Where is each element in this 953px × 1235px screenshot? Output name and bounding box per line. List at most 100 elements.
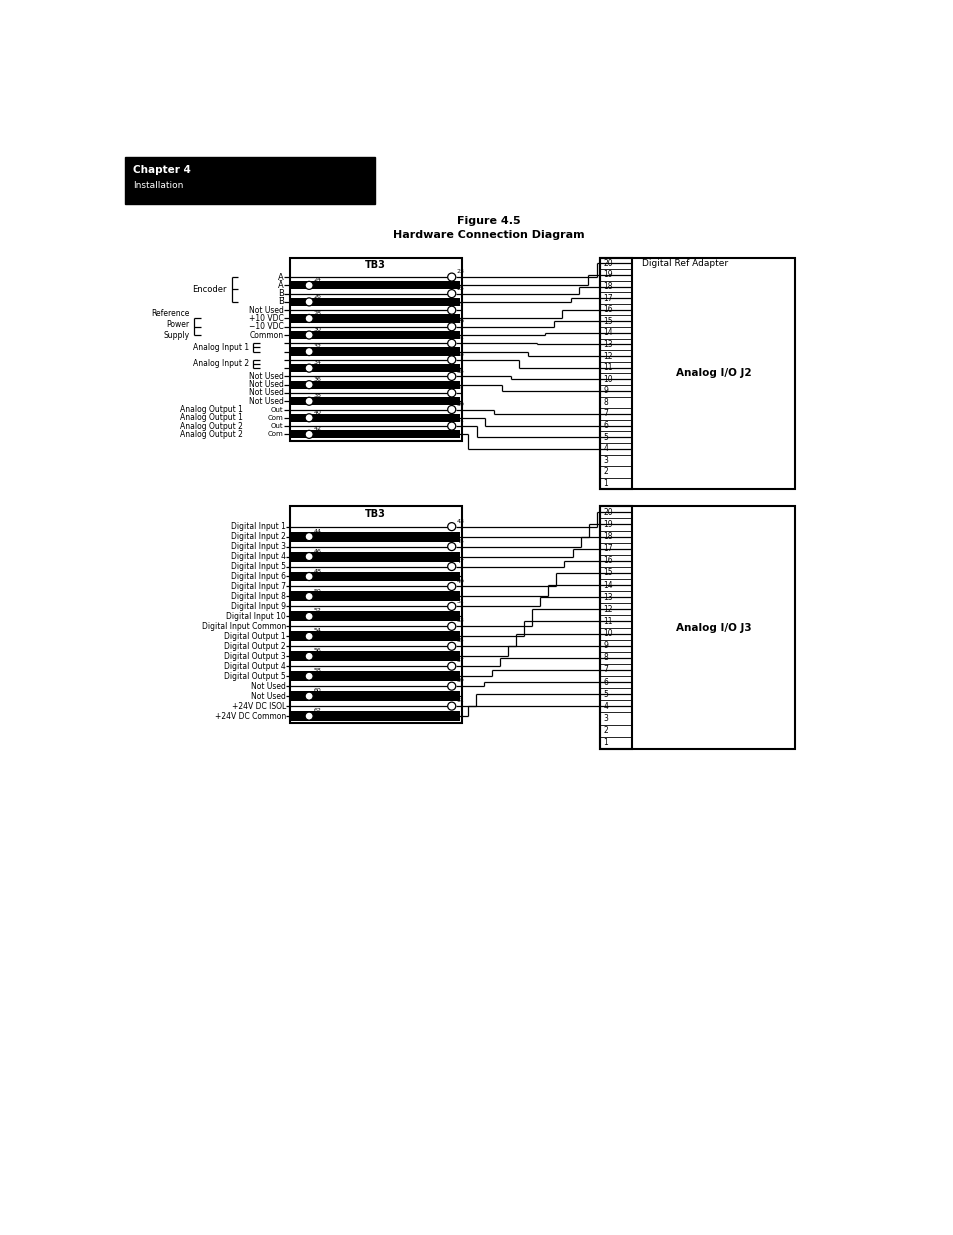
Text: 49: 49 [456, 578, 464, 584]
Text: 27: 27 [456, 303, 464, 308]
Text: 57: 57 [456, 658, 464, 663]
Bar [291, 531, 459, 542]
Text: Digital Input 7: Digital Input 7 [231, 582, 286, 592]
Text: 41: 41 [456, 419, 464, 424]
Bar [291, 692, 459, 701]
Text: 19: 19 [603, 270, 613, 279]
Text: 9: 9 [603, 641, 608, 650]
Text: Not Used: Not Used [249, 396, 283, 406]
Text: 13: 13 [603, 593, 613, 601]
Bar [291, 331, 459, 340]
Bar [291, 430, 459, 438]
Text: 16: 16 [603, 556, 613, 566]
Text: 18: 18 [603, 282, 613, 291]
Circle shape [447, 306, 456, 314]
Text: 1: 1 [603, 739, 608, 747]
Text: Not Used: Not Used [251, 682, 286, 690]
Circle shape [305, 298, 313, 306]
Text: 33: 33 [456, 352, 464, 357]
Text: 3: 3 [603, 456, 608, 464]
Text: Com: Com [268, 415, 283, 421]
Bar [291, 282, 459, 289]
Circle shape [447, 273, 456, 282]
Text: Digital Input 3: Digital Input 3 [231, 542, 286, 551]
Text: 24: 24 [314, 278, 321, 283]
Circle shape [305, 692, 313, 700]
Circle shape [305, 331, 313, 340]
Text: 10: 10 [603, 629, 613, 638]
Text: +24V DC ISOL: +24V DC ISOL [232, 701, 286, 710]
Text: 14: 14 [603, 329, 613, 337]
Text: Digital Input 5: Digital Input 5 [231, 562, 286, 571]
Text: 30: 30 [314, 327, 321, 332]
Circle shape [305, 573, 313, 580]
Text: 61: 61 [456, 698, 464, 703]
Text: Digital Input 8: Digital Input 8 [231, 592, 286, 601]
Text: 11: 11 [603, 363, 613, 372]
Circle shape [305, 532, 313, 541]
Circle shape [305, 613, 313, 620]
Text: 47: 47 [456, 558, 464, 563]
Text: Com: Com [268, 431, 283, 437]
Bar [291, 651, 459, 661]
Circle shape [447, 682, 456, 690]
Circle shape [305, 430, 313, 438]
Text: TB3: TB3 [365, 261, 386, 270]
Circle shape [305, 282, 313, 289]
Text: Encoder: Encoder [193, 285, 227, 294]
Text: 10: 10 [603, 374, 613, 384]
Bar [599, 506, 632, 748]
Circle shape [305, 398, 313, 405]
Circle shape [447, 703, 456, 710]
Text: Digital Input 1: Digital Input 1 [231, 522, 286, 531]
Bar [291, 315, 459, 322]
Circle shape [447, 603, 456, 610]
Circle shape [305, 652, 313, 661]
Text: 52: 52 [314, 609, 321, 614]
Text: 7: 7 [603, 410, 608, 419]
Circle shape [447, 373, 456, 380]
Text: Digital Ref Adapter: Digital Ref Adapter [641, 259, 727, 268]
Text: 2: 2 [603, 467, 608, 477]
Circle shape [305, 552, 313, 561]
Text: 20: 20 [603, 259, 613, 268]
Text: 34: 34 [314, 361, 321, 366]
Text: 36: 36 [314, 377, 321, 382]
Text: 48: 48 [314, 568, 321, 573]
Text: Digital Input 9: Digital Input 9 [231, 601, 286, 611]
Text: 37: 37 [456, 385, 464, 390]
Bar [125, 157, 375, 205]
Text: 3: 3 [603, 714, 608, 722]
Text: B: B [277, 289, 283, 298]
Text: 13: 13 [603, 340, 613, 350]
Text: Hardware Connection Diagram: Hardware Connection Diagram [393, 230, 584, 241]
Text: A: A [277, 273, 283, 282]
Text: 14: 14 [603, 580, 613, 589]
Text: 28: 28 [314, 310, 321, 316]
Bar [291, 631, 459, 641]
Text: 4: 4 [603, 701, 608, 711]
Text: Analog Input 2: Analog Input 2 [193, 359, 249, 368]
Circle shape [305, 364, 313, 372]
Circle shape [447, 389, 456, 396]
Circle shape [305, 593, 313, 600]
Bar [290, 506, 461, 724]
Bar [291, 552, 459, 562]
Text: Analog Input 1: Analog Input 1 [193, 343, 249, 352]
Circle shape [305, 414, 313, 422]
Circle shape [447, 622, 456, 630]
Text: 1: 1 [603, 479, 608, 488]
Bar [290, 258, 461, 441]
Text: 54: 54 [314, 629, 321, 634]
Bar [291, 711, 459, 721]
Circle shape [447, 340, 456, 347]
Text: Analog Output 2: Analog Output 2 [180, 421, 243, 431]
Circle shape [447, 662, 456, 671]
Bar [291, 572, 459, 582]
Text: 25: 25 [456, 285, 464, 290]
Circle shape [305, 380, 313, 389]
Text: Analog Output 2: Analog Output 2 [180, 430, 243, 438]
Text: 26: 26 [314, 294, 321, 299]
Circle shape [305, 315, 313, 322]
Text: 60: 60 [314, 688, 321, 693]
